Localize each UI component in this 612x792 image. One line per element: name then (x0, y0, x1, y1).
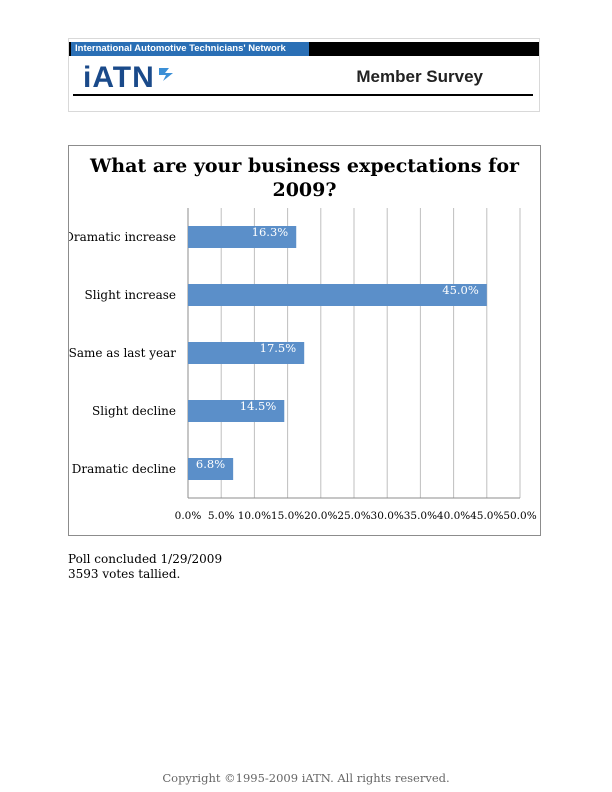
survey-header-banner: International Automotive Technicians' Ne… (68, 38, 540, 112)
poll-notes: Poll concluded 1/29/2009 3593 votes tall… (68, 552, 222, 582)
x-tick-label: 40.0% (437, 510, 470, 522)
bar (188, 226, 297, 248)
bar (188, 400, 285, 422)
lightning-bolt-icon (159, 68, 173, 81)
x-tick-label: 30.0% (371, 510, 404, 522)
bar (188, 458, 234, 480)
data-label: 16.3% (252, 225, 289, 239)
category-label: Slight increase (85, 288, 176, 302)
data-label: 14.5% (240, 399, 277, 413)
bar (188, 284, 487, 306)
category-label: Same as last year (69, 346, 176, 360)
header-divider (73, 94, 533, 96)
x-tick-label: 15.0% (271, 510, 304, 522)
x-tick-label: 20.0% (304, 510, 337, 522)
chart-title-line-1: What are your business expectations for (89, 155, 520, 177)
category-label: Dramatic increase (69, 230, 176, 244)
data-label: 45.0% (442, 283, 479, 297)
x-tick-label: 35.0% (404, 510, 437, 522)
x-tick-label: 10.0% (238, 510, 271, 522)
x-tick-label: 50.0% (503, 510, 536, 522)
data-label: 6.8% (196, 457, 225, 471)
bar-chart: What are your business expectations for … (68, 145, 541, 536)
chart-plot-svg: 0.0% 5.0% 10.0% 15.0% 20.0% 25.0% 30.0% 35.0% 40… (69, 208, 537, 522)
votes-tallied-text: 3593 votes tallied. (68, 567, 181, 581)
chart-title-line-2: 2009? (272, 179, 337, 201)
copyright-footer: Copyright ©1995-2009 iATN. All rights re… (162, 771, 450, 785)
poll-concluded-text: Poll concluded 1/29/2009 (68, 552, 223, 566)
x-tick-label: 0.0% (175, 510, 202, 522)
category-label: Slight decline (92, 404, 176, 418)
organization-name: International Automotive Technicians' Ne… (71, 42, 309, 56)
category-label: Dramatic decline (72, 462, 176, 476)
x-tick-label: 25.0% (337, 510, 370, 522)
x-tick-label: 5.0% (208, 510, 235, 522)
x-tick-label: 45.0% (470, 510, 503, 522)
page-title: Member Survey (356, 67, 483, 86)
bar (188, 342, 305, 364)
data-label: 17.5% (260, 341, 297, 355)
chart-title: What are your business expectations for … (69, 154, 540, 202)
iatn-logo: iATN (83, 61, 155, 94)
